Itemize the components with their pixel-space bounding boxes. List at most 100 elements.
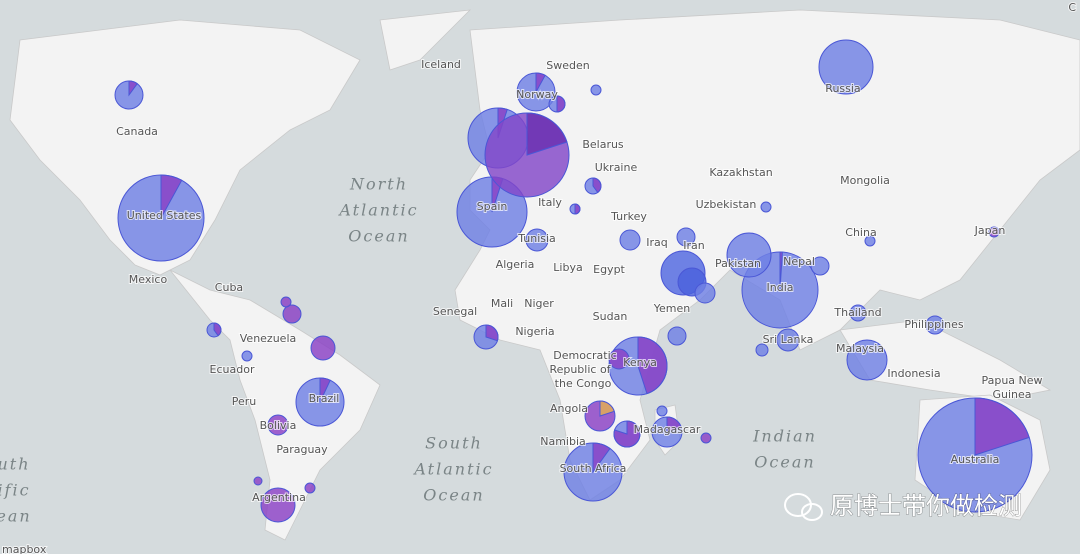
bubble-wedge	[592, 177, 602, 194]
place-label: China	[845, 226, 876, 239]
place-label: Philippines	[904, 318, 964, 331]
place-label: Argentina	[252, 491, 306, 504]
place-label: Libya	[553, 261, 582, 274]
bubble	[849, 304, 867, 322]
place-label: Malaysia	[836, 342, 884, 355]
bubble-wedge	[535, 72, 546, 93]
bubble	[925, 315, 945, 335]
bubble	[700, 432, 712, 444]
bubble	[667, 326, 687, 346]
place-label: Mexico	[129, 273, 168, 286]
place-label: Republic of	[549, 363, 611, 376]
bubble-wedge	[485, 324, 499, 342]
place-label: Brazil	[309, 392, 340, 405]
bubble-wedge	[613, 420, 641, 448]
place-label: Iceland	[421, 58, 461, 71]
ocean-label: ean	[0, 507, 32, 526]
ocean-label: Atlantic	[412, 460, 493, 479]
place-label: Kazakhstan	[709, 166, 772, 179]
bubble	[676, 227, 696, 247]
ocean-label: Ocean	[348, 227, 409, 246]
bubble	[988, 226, 1000, 238]
place-label: Madagascar	[634, 423, 701, 436]
place-label: Nigeria	[515, 325, 554, 338]
place-label: Uzbekistan	[696, 198, 757, 211]
bubble-wedge	[637, 336, 668, 395]
bubble	[253, 476, 263, 486]
ocean-label: Indian	[752, 427, 817, 446]
bubble	[280, 296, 292, 308]
bubble-wedge	[974, 397, 1030, 456]
place-label: Kenya	[623, 356, 657, 369]
bubble	[864, 235, 876, 247]
place-label: Egypt	[593, 263, 625, 276]
bubble	[590, 84, 602, 96]
place-label: Tunisia	[517, 232, 556, 245]
bubble	[310, 335, 336, 361]
place-label: Japan	[974, 224, 1006, 237]
ocean-label: Ocean	[754, 453, 815, 472]
bubble-wedge	[666, 416, 682, 433]
bubble	[656, 405, 668, 417]
watermark: 原博士带你做检测	[830, 492, 1022, 520]
bubble-wedge	[128, 80, 138, 97]
place-label: Senegal	[433, 305, 477, 318]
ocean-label: North	[349, 175, 408, 194]
place-label: the Congo	[555, 377, 612, 390]
place-label: Niger	[524, 297, 554, 310]
place-label: Nepal	[783, 255, 815, 268]
bubble	[818, 39, 874, 95]
place-label: Angola	[550, 402, 588, 415]
bubble	[304, 482, 316, 494]
place-label: Turkey	[610, 210, 647, 223]
place-label: India	[767, 281, 794, 294]
bubble-wedge	[599, 400, 615, 417]
bubble	[267, 414, 289, 436]
bubble-wedge	[526, 112, 568, 156]
place-label: Russia	[825, 82, 860, 95]
place-label: Cuba	[215, 281, 243, 294]
bubbles	[114, 39, 1033, 523]
place-label: Ecuador	[210, 363, 255, 376]
place-label: United States	[127, 209, 202, 222]
bubble	[241, 350, 253, 362]
place-label: Spain	[477, 200, 508, 213]
bubble	[726, 232, 772, 278]
place-label: Namibia	[540, 435, 586, 448]
bubble-wedge	[592, 442, 611, 474]
place-label: Indonesia	[887, 367, 940, 380]
watermark-bubble	[801, 503, 823, 521]
bubble-wedge	[213, 322, 222, 337]
corner-button[interactable]: C	[1067, 0, 1077, 15]
bubble	[755, 343, 769, 357]
attribution: mapbox	[2, 543, 47, 554]
bubble-wedge	[574, 203, 581, 215]
place-label: Iraq	[646, 236, 668, 249]
bubble-wedge	[779, 251, 783, 291]
place-label: Belarus	[582, 138, 624, 151]
place-label: Canada	[116, 125, 158, 138]
ocean-label: uth	[0, 455, 31, 474]
place-label: Paraguay	[276, 443, 328, 456]
place-label: Italy	[538, 196, 562, 209]
place-label: Sudan	[593, 310, 628, 323]
bubble-wedge	[556, 95, 566, 113]
place-label: Yemen	[653, 302, 691, 315]
place-label: Ukraine	[595, 161, 638, 174]
ocean-label: Atlantic	[337, 201, 418, 220]
place-label: South Africa	[560, 462, 627, 475]
place-label: Mali	[491, 297, 513, 310]
bubble-wedge	[319, 377, 331, 403]
place-label: Iran	[683, 239, 705, 252]
place-label: Sri Lanka	[763, 333, 814, 346]
bubble	[525, 228, 549, 252]
bubble	[810, 256, 830, 276]
bubble-wedge	[160, 174, 183, 219]
bubble	[619, 229, 641, 251]
bubble	[760, 201, 772, 213]
place-label: Thailand	[833, 306, 881, 319]
place-label: Norway	[516, 88, 558, 101]
place-label: Algeria	[496, 258, 535, 271]
